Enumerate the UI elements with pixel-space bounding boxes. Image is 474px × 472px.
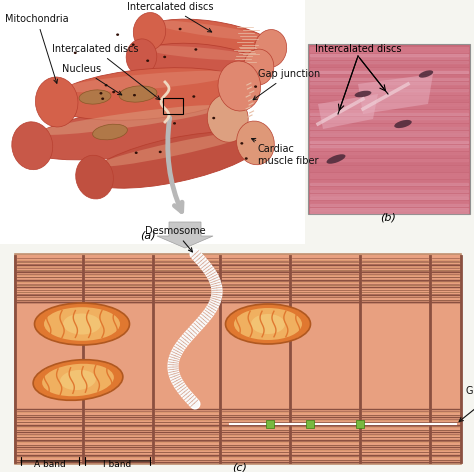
Ellipse shape bbox=[100, 92, 102, 94]
Polygon shape bbox=[318, 94, 378, 129]
Text: (b): (b) bbox=[380, 212, 396, 222]
Ellipse shape bbox=[163, 56, 166, 58]
Ellipse shape bbox=[243, 49, 274, 85]
Ellipse shape bbox=[245, 157, 248, 160]
Ellipse shape bbox=[254, 30, 287, 67]
Ellipse shape bbox=[138, 43, 262, 81]
Ellipse shape bbox=[240, 142, 243, 144]
Text: Desmosome: Desmosome bbox=[145, 226, 205, 252]
Ellipse shape bbox=[92, 124, 128, 140]
Ellipse shape bbox=[89, 132, 261, 188]
Ellipse shape bbox=[355, 91, 372, 97]
Ellipse shape bbox=[212, 117, 215, 119]
Ellipse shape bbox=[237, 121, 274, 165]
Ellipse shape bbox=[60, 370, 96, 390]
Ellipse shape bbox=[63, 313, 101, 335]
Ellipse shape bbox=[12, 122, 53, 169]
Ellipse shape bbox=[152, 21, 268, 41]
Ellipse shape bbox=[126, 39, 157, 75]
Text: A band: A band bbox=[34, 460, 66, 469]
Text: Cardiac
muscle fiber: Cardiac muscle fiber bbox=[252, 138, 319, 166]
Bar bbox=[0, 0, 305, 244]
Text: (c): (c) bbox=[233, 463, 247, 472]
Ellipse shape bbox=[218, 61, 261, 111]
Ellipse shape bbox=[36, 105, 224, 135]
Text: Intercalated discs: Intercalated discs bbox=[52, 44, 160, 100]
Ellipse shape bbox=[251, 314, 285, 334]
Ellipse shape bbox=[146, 59, 149, 62]
Ellipse shape bbox=[51, 67, 245, 120]
Ellipse shape bbox=[207, 94, 248, 142]
Ellipse shape bbox=[36, 77, 78, 127]
Text: Intercalated discs: Intercalated discs bbox=[127, 2, 213, 32]
Ellipse shape bbox=[226, 304, 310, 344]
Ellipse shape bbox=[42, 364, 114, 396]
Ellipse shape bbox=[192, 95, 195, 98]
Ellipse shape bbox=[173, 122, 176, 125]
Ellipse shape bbox=[159, 151, 162, 153]
Text: I band: I band bbox=[103, 460, 132, 469]
Ellipse shape bbox=[234, 308, 302, 340]
Bar bbox=[15, 254, 461, 464]
Ellipse shape bbox=[327, 154, 346, 164]
Ellipse shape bbox=[119, 86, 157, 102]
Ellipse shape bbox=[44, 307, 120, 341]
Ellipse shape bbox=[98, 131, 252, 167]
Ellipse shape bbox=[419, 70, 433, 78]
Ellipse shape bbox=[135, 152, 137, 154]
Ellipse shape bbox=[33, 360, 123, 400]
FancyArrow shape bbox=[157, 222, 213, 248]
Ellipse shape bbox=[76, 155, 113, 199]
Ellipse shape bbox=[254, 85, 257, 88]
Ellipse shape bbox=[133, 13, 166, 51]
Ellipse shape bbox=[112, 91, 115, 93]
Bar bbox=[356, 420, 364, 428]
Ellipse shape bbox=[146, 19, 274, 61]
Ellipse shape bbox=[179, 28, 182, 30]
Ellipse shape bbox=[35, 303, 129, 345]
Text: (a): (a) bbox=[140, 231, 156, 241]
Text: Gap junction: Gap junction bbox=[459, 386, 474, 421]
Ellipse shape bbox=[133, 94, 136, 96]
Bar bbox=[306, 420, 314, 428]
Text: Nucleus: Nucleus bbox=[62, 64, 122, 95]
Text: Intercalated discs: Intercalated discs bbox=[315, 44, 401, 54]
Ellipse shape bbox=[105, 84, 108, 86]
Ellipse shape bbox=[79, 90, 111, 104]
Bar bbox=[163, 98, 183, 114]
Ellipse shape bbox=[61, 71, 236, 92]
Bar bbox=[266, 420, 274, 428]
Text: Mitochondria: Mitochondria bbox=[5, 14, 69, 84]
Ellipse shape bbox=[26, 104, 234, 160]
Ellipse shape bbox=[194, 48, 197, 51]
Bar bbox=[308, 44, 470, 214]
Ellipse shape bbox=[74, 51, 77, 54]
Ellipse shape bbox=[132, 43, 135, 46]
Text: Gap junction: Gap junction bbox=[253, 69, 320, 100]
Ellipse shape bbox=[394, 120, 412, 128]
Ellipse shape bbox=[144, 46, 256, 60]
Polygon shape bbox=[358, 74, 433, 114]
Ellipse shape bbox=[101, 97, 104, 100]
Ellipse shape bbox=[116, 34, 119, 36]
